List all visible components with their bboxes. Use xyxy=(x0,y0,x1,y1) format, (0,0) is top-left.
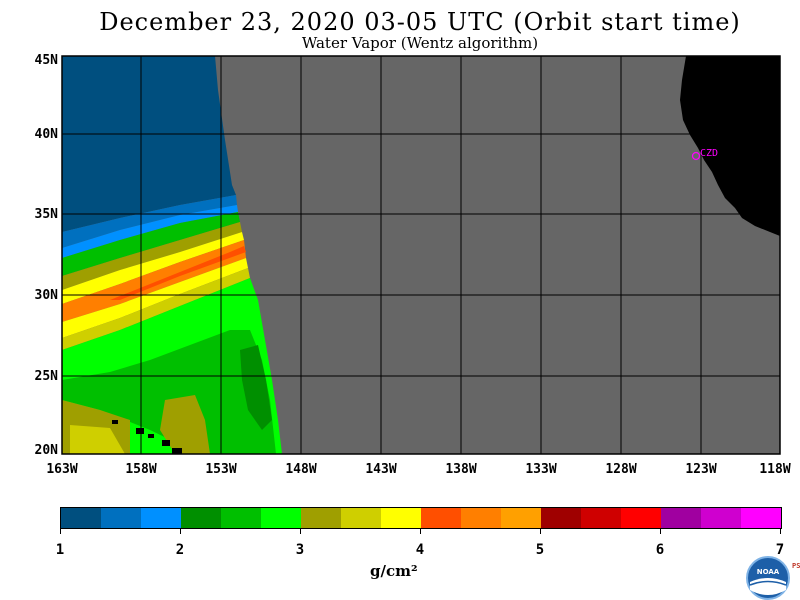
noaa-logo: NOAA xyxy=(746,556,790,600)
swath-band-dark-green xyxy=(240,345,272,430)
swath-band-mid-green xyxy=(62,330,276,454)
map-title: December 23, 2020 03-05 UTC (Orbit start… xyxy=(99,8,741,36)
station-marker xyxy=(691,151,701,161)
lat-label-45n: 45N xyxy=(34,53,58,68)
lon-label-148w: 148W xyxy=(285,462,317,477)
swath-band-yellow-2 xyxy=(62,258,248,338)
lat-label-35n: 35N xyxy=(34,207,58,222)
lon-label-123w: 123W xyxy=(685,462,717,477)
colorbar-segment xyxy=(501,508,541,528)
lat-label-25n: 25N xyxy=(34,369,58,384)
colorbar-segment xyxy=(541,508,581,528)
map-grid xyxy=(62,56,780,454)
colorbar-tick xyxy=(540,528,541,534)
lon-label-158w: 158W xyxy=(125,462,157,477)
psl-text: PSL xyxy=(792,562,800,570)
colorbar-tick-label: 2 xyxy=(175,542,185,558)
colorbar-tick-label: 4 xyxy=(415,542,425,558)
station-label: CZD xyxy=(700,148,718,159)
colorbar-tick-label: 5 xyxy=(535,542,545,558)
colorbar-segment xyxy=(581,508,621,528)
colorbar-tick xyxy=(660,528,661,534)
lon-label-118w: 118W xyxy=(759,462,791,477)
colorbar-segment xyxy=(261,508,301,528)
lon-label-128w: 128W xyxy=(605,462,637,477)
map-subtitle: Water Vapor (Wentz algorithm) xyxy=(301,34,539,52)
swath-band-orange xyxy=(62,240,246,322)
colorbar-tick xyxy=(300,528,301,534)
lon-label-138w: 138W xyxy=(445,462,477,477)
lat-label-40n: 40N xyxy=(34,127,58,142)
colorbar-units: g/cm² xyxy=(370,562,418,580)
colorbar-segment xyxy=(341,508,381,528)
colorbar-tick-label: 7 xyxy=(775,542,785,558)
colorbar-tick-label: 1 xyxy=(55,542,65,558)
land-us-west-coast xyxy=(680,56,780,236)
swath-band-red-orange xyxy=(110,246,246,300)
lon-label-163w: 163W xyxy=(46,462,78,477)
hawaii-islands xyxy=(112,420,182,454)
colorbar-segment xyxy=(421,508,461,528)
colorbar-tick xyxy=(180,528,181,534)
lon-label-143w: 143W xyxy=(365,462,397,477)
colorbar-segment xyxy=(221,508,261,528)
swath-band-yellow xyxy=(62,232,244,304)
colorbar-segment xyxy=(461,508,501,528)
colorbar-segment xyxy=(621,508,661,528)
lon-label-133w: 133W xyxy=(525,462,557,477)
lat-label-20n: 20N xyxy=(34,443,58,458)
colorbar-segment xyxy=(141,508,181,528)
colorbar-segment xyxy=(181,508,221,528)
swath-band-olive-south-2 xyxy=(160,395,210,454)
swath-band-olive-2 xyxy=(62,268,250,350)
colorbar-tick-label: 6 xyxy=(655,542,665,558)
colorbar-tick-label: 3 xyxy=(295,542,305,558)
lat-label-30n: 30N xyxy=(34,288,58,303)
colorbar-tick xyxy=(420,528,421,534)
colorbar xyxy=(60,507,782,529)
colorbar-segment xyxy=(301,508,341,528)
colorbar-segment xyxy=(661,508,701,528)
map-frame xyxy=(61,55,781,455)
colorbar-segment xyxy=(61,508,101,528)
colorbar-segment xyxy=(101,508,141,528)
colorbar-tick xyxy=(60,528,61,534)
colorbar-tick xyxy=(780,528,781,534)
colorbar-segment xyxy=(701,508,741,528)
swath-band-blue xyxy=(62,195,237,248)
swath-band-olive xyxy=(62,222,242,290)
swath-band-green xyxy=(62,212,240,276)
noaa-logo-text: NOAA xyxy=(757,568,780,576)
swath-band-dark-blue xyxy=(62,56,236,232)
colorbar-segment xyxy=(741,508,781,528)
colorbar-segment xyxy=(381,508,421,528)
lon-label-153w: 153W xyxy=(205,462,237,477)
swath-band-yellow-south xyxy=(70,425,125,454)
